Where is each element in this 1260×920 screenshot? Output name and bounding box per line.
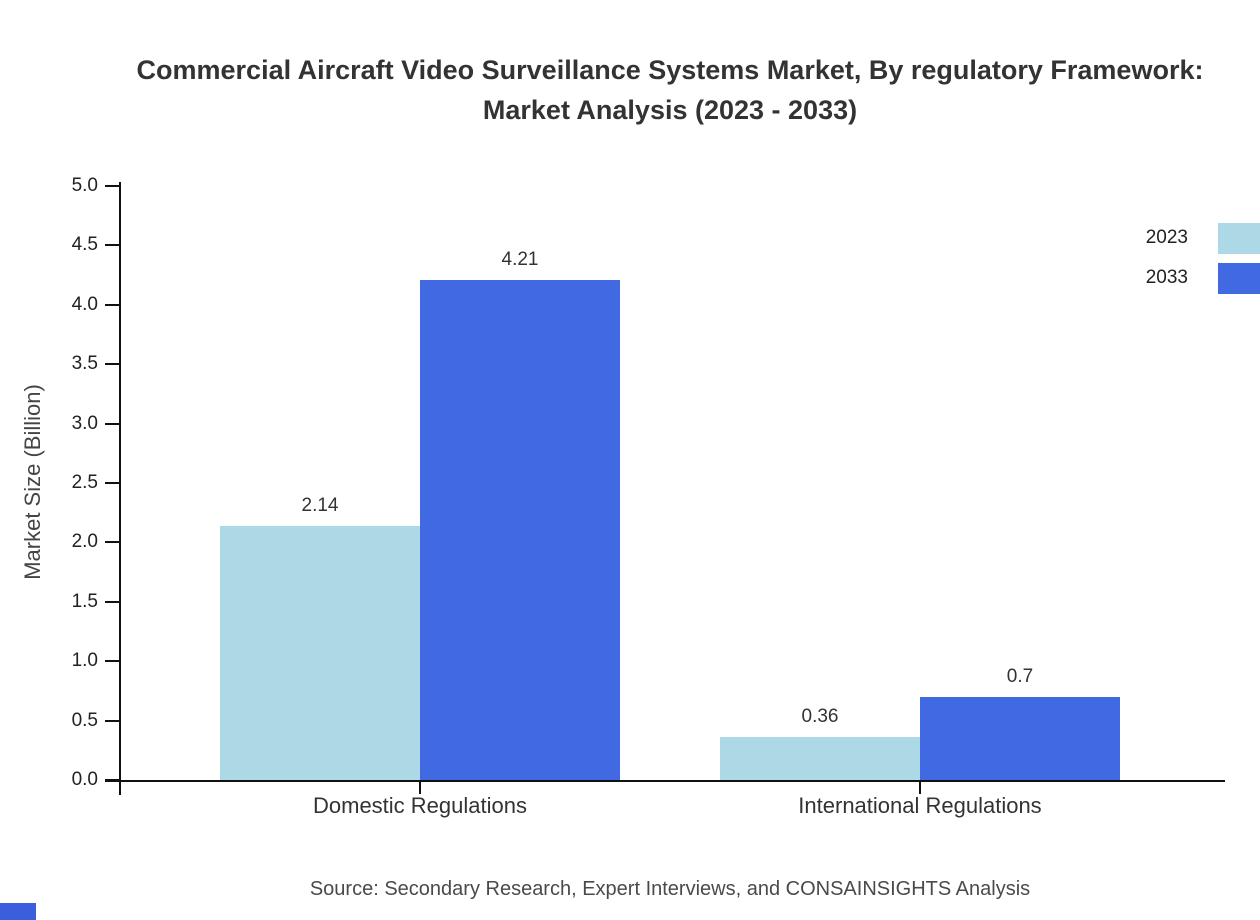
bar-value-label: 0.36 [801,706,839,728]
y-tick-mark [105,244,120,247]
x-tick-mark [919,780,921,794]
x-category-label: International Regulations [798,793,1042,818]
y-tick-mark [105,482,120,484]
y-tick-mark [105,422,120,425]
y-tick-label: 4.5 [71,234,98,256]
bar-value-label: 4.21 [501,248,539,270]
y-tick-label: 1.0 [71,650,98,672]
legend-swatch [1218,262,1260,294]
legend: 2023 2033 [1146,218,1260,298]
x-category-label: Domestic Regulations [313,793,527,818]
y-tick-mark [105,185,120,187]
legend-item-2033: 2033 [1146,258,1260,298]
y-tick-mark [105,779,120,781]
legend-swatch [1218,222,1260,254]
y-tick-label: 0.0 [71,769,98,790]
y-tick-mark [105,660,120,663]
y-tick-label: 0.5 [71,709,98,731]
bar-value-label: 0.7 [1006,665,1034,687]
legend-label: 2033 [1145,267,1188,288]
y-tick-label: 2.5 [71,472,98,493]
bar-2033-1 [420,279,620,780]
y-tick-mark [105,600,120,603]
chart-title: Commercial Aircraft Video Surveillance S… [0,50,1260,130]
bar-2023-1 [220,525,420,780]
bar-2033-2 [920,696,1120,780]
chart-title-line-1: Commercial Aircraft Video Surveillance S… [136,55,1204,85]
legend-item-2023: 2023 [1146,218,1260,258]
source-note: Source: Secondary Research, Expert Inter… [309,878,1031,900]
x-tick-mark [419,780,421,794]
legend-label: 2023 [1145,227,1188,248]
logo-fragment [0,903,36,920]
bar-2023-2 [720,737,920,780]
x-axis-line [105,780,1225,782]
y-tick-label: 3.5 [71,353,98,375]
y-tick-label: 2.0 [71,531,98,553]
y-tick-label: 3.0 [71,412,98,434]
chart-title-line-2: Market Analysis (2023 - 2033) [482,95,858,125]
y-tick-mark [105,303,120,306]
y-tick-label: 1.5 [71,590,98,612]
bar-value-label: 2.14 [301,494,339,516]
y-tick-mark [105,541,120,544]
y-tick-label: 4.0 [71,293,98,315]
y-axis-line [119,182,121,795]
y-tick-label: 5.0 [71,175,98,196]
y-tick-mark [105,363,120,366]
y-tick-mark [105,719,120,722]
